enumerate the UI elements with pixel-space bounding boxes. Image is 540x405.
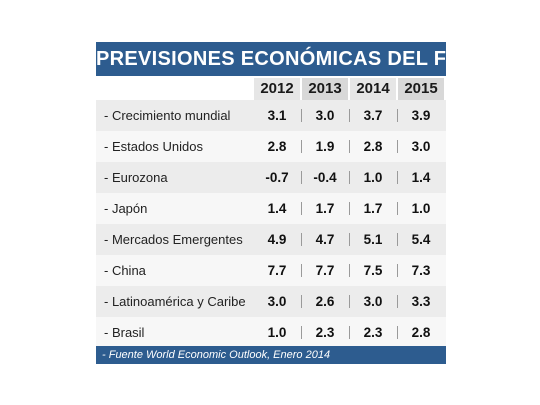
- table-cell: 4.7: [315, 232, 335, 247]
- source-note: - Fuente World Economic Outlook, Enero 2…: [96, 346, 446, 364]
- row-label: - Eurozona: [104, 170, 168, 185]
- table-cell: 7.7: [315, 263, 335, 278]
- column-divider: [397, 109, 398, 122]
- year-header-2015: 2015: [398, 78, 444, 100]
- table-cell: 5.4: [411, 232, 431, 247]
- table-cell: 2.8: [411, 325, 431, 340]
- column-divider: [349, 233, 350, 246]
- table-row: - Mercados Emergentes 4.9 4.7 5.1 5.4: [96, 224, 446, 255]
- table-cell: 1.0: [363, 170, 383, 185]
- column-divider: [397, 295, 398, 308]
- column-divider: [301, 202, 302, 215]
- forecast-table-panel: PREVISIONES ECONÓMICAS DEL FMI 2012 2013…: [96, 42, 469, 364]
- column-divider: [301, 109, 302, 122]
- table-cell: 3.1: [267, 108, 287, 123]
- table-row: - Estados Unidos 2.8 1.9 2.8 3.0: [96, 131, 446, 162]
- column-divider: [397, 202, 398, 215]
- row-label: - Latinoamérica y Caribe: [104, 294, 246, 309]
- table-title: PREVISIONES ECONÓMICAS DEL FMI: [96, 42, 469, 76]
- table-cell: 7.7: [267, 263, 287, 278]
- column-divider: [397, 233, 398, 246]
- column-divider: [349, 264, 350, 277]
- column-divider: [301, 140, 302, 153]
- column-divider: [301, 326, 302, 339]
- column-divider: [349, 140, 350, 153]
- table-row: - Eurozona -0.7 -0.4 1.0 1.4: [96, 162, 446, 193]
- row-label: - Mercados Emergentes: [104, 232, 243, 247]
- table-row: - Brasil 1.0 2.3 2.3 2.8: [96, 317, 446, 348]
- column-divider: [349, 202, 350, 215]
- table-cell: 7.5: [363, 263, 383, 278]
- year-header-2013: 2013: [302, 78, 348, 100]
- column-divider: [397, 326, 398, 339]
- year-header-row: 2012 2013 2014 2015: [96, 78, 446, 100]
- column-divider: [397, 171, 398, 184]
- table-row: - China 7.7 7.7 7.5 7.3: [96, 255, 446, 286]
- table-cell: 2.6: [315, 294, 335, 309]
- table-cell: 1.4: [267, 201, 287, 216]
- table-cell: 3.9: [411, 108, 431, 123]
- row-label: - Estados Unidos: [104, 139, 203, 154]
- row-label: - Brasil: [104, 325, 145, 340]
- table-row: - Japón 1.4 1.7 1.7 1.0: [96, 193, 446, 224]
- table-cell: 3.0: [267, 294, 287, 309]
- year-header-2012: 2012: [254, 78, 300, 100]
- table-cell: 2.8: [363, 139, 383, 154]
- table-cell: 7.3: [411, 263, 431, 278]
- column-divider: [349, 109, 350, 122]
- table-cell: 4.9: [267, 232, 287, 247]
- table-cell: 3.0: [411, 139, 431, 154]
- table-cell: -0.4: [313, 170, 337, 185]
- column-divider: [301, 233, 302, 246]
- table-cell: 1.7: [363, 201, 383, 216]
- table-row: - Crecimiento mundial 3.1 3.0 3.7 3.9: [96, 100, 446, 131]
- year-header-2014: 2014: [350, 78, 396, 100]
- table-cell: 3.3: [411, 294, 431, 309]
- column-divider: [397, 264, 398, 277]
- row-label: - Crecimiento mundial: [104, 108, 231, 123]
- column-divider: [301, 295, 302, 308]
- table-cell: 3.7: [363, 108, 383, 123]
- row-label: - China: [104, 263, 146, 278]
- table-cell: 3.0: [363, 294, 383, 309]
- table-cell: -0.7: [265, 170, 289, 185]
- column-divider: [349, 295, 350, 308]
- table-cell: 1.0: [411, 201, 431, 216]
- column-divider: [397, 140, 398, 153]
- table-cell: 1.0: [267, 325, 287, 340]
- table-cell: 1.9: [315, 139, 335, 154]
- table-cell: 5.1: [363, 232, 383, 247]
- table-cell: 2.8: [267, 139, 287, 154]
- column-divider: [349, 171, 350, 184]
- table-row: - Latinoamérica y Caribe 3.0 2.6 3.0 3.3: [96, 286, 446, 317]
- table-cell: 1.7: [315, 201, 335, 216]
- row-label: - Japón: [104, 201, 148, 216]
- column-divider: [349, 326, 350, 339]
- column-divider: [301, 264, 302, 277]
- table-cell: 2.3: [315, 325, 335, 340]
- column-divider: [301, 171, 302, 184]
- table-cell: 3.0: [315, 108, 335, 123]
- table-cell: 1.4: [411, 170, 431, 185]
- table-cell: 2.3: [363, 325, 383, 340]
